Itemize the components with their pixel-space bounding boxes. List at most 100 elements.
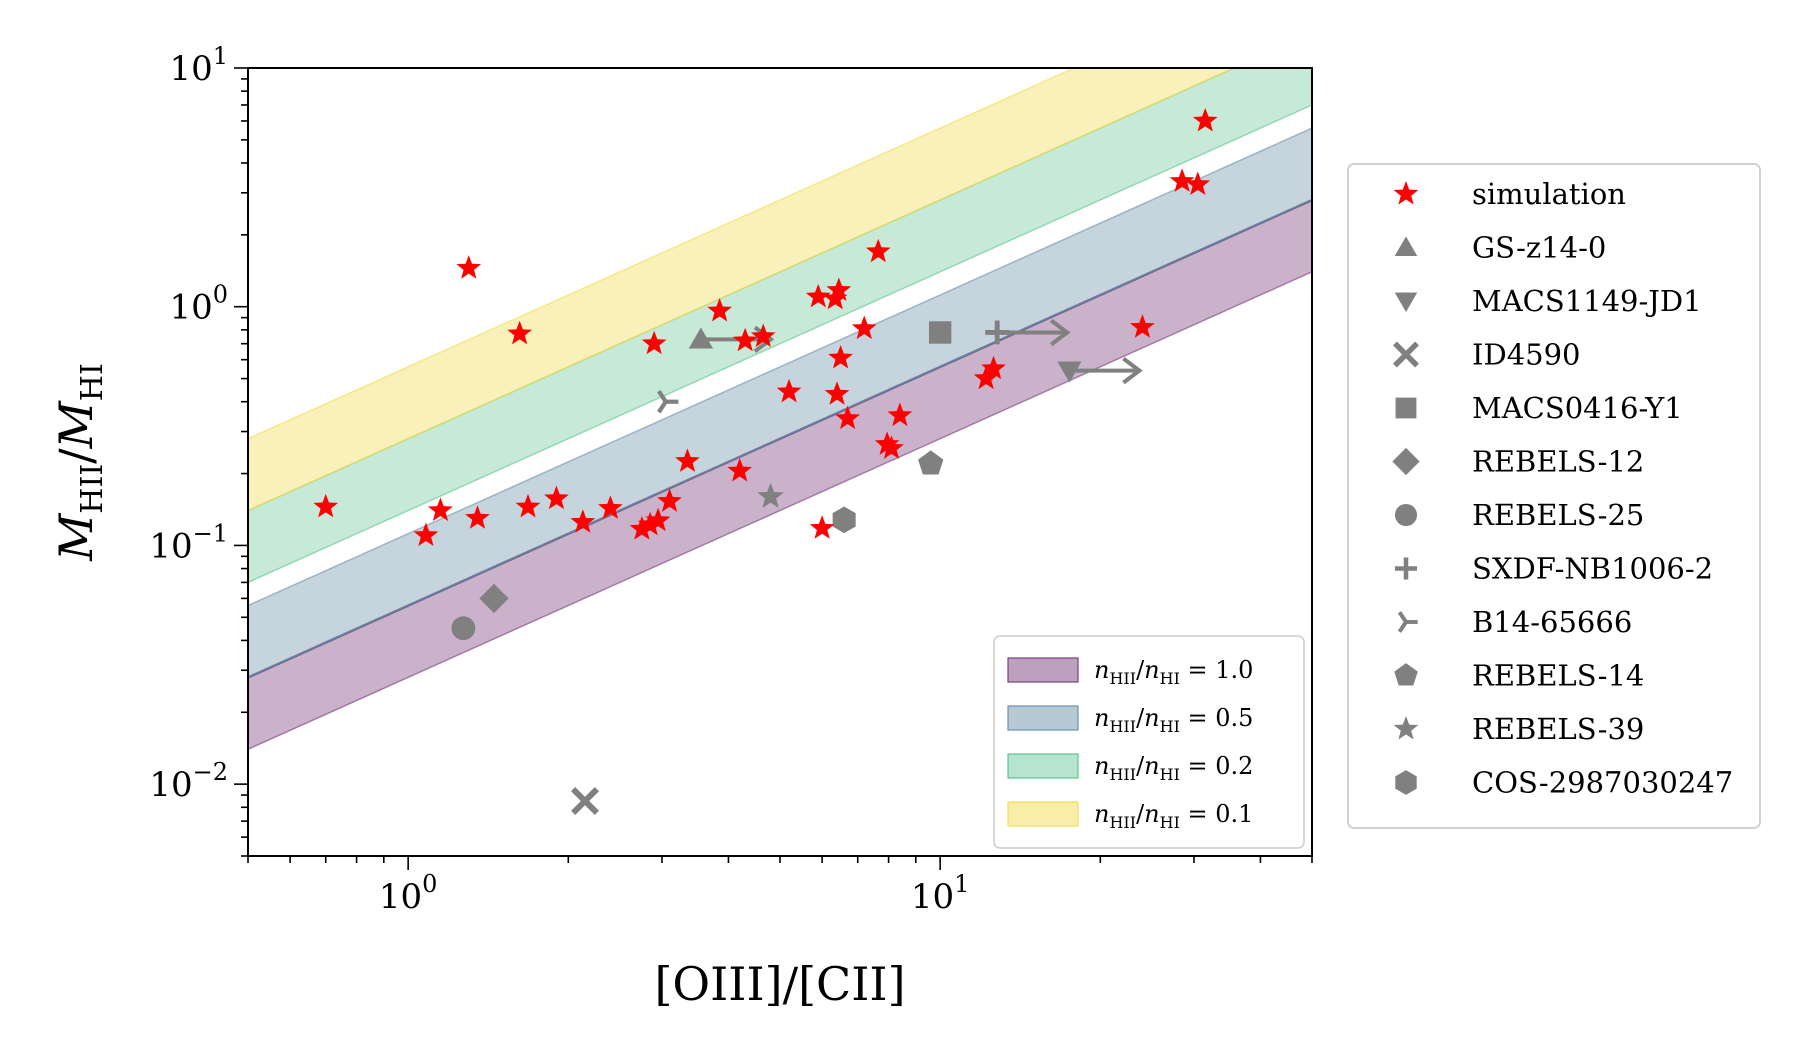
y-axis-title: MHII/MHI (49, 363, 110, 562)
obs-point-cos-2987030247 (832, 506, 856, 534)
y-tick-label: 100 (169, 281, 228, 328)
legend-label-rebels-39: REBELS-39 (1472, 712, 1644, 746)
y-axis-title-den-sub: HI (75, 363, 110, 401)
legend-label-sxdf-nb1006-2: SXDF-NB1006-2 (1472, 552, 1713, 586)
simulation-point (598, 495, 623, 519)
legend-label-macs1149-jd1: MACS1149-JD1 (1472, 284, 1702, 318)
legend-marker-cos-2987030247 (1395, 770, 1417, 795)
band-legend: nHII/nHI = 1.0 nHII/nHI = 0.5 nHII/nHI = 0… (993, 635, 1305, 849)
simulation-point (1169, 168, 1195, 192)
simulation-point (570, 509, 596, 533)
legend-marker-macs1149-jd1 (1394, 292, 1418, 313)
simulation-point (428, 497, 453, 522)
legend-marker-simulation (1393, 181, 1419, 205)
y-tick-label: 10−2 (149, 758, 228, 805)
legend-marker-rebels-39 (1393, 716, 1419, 740)
obs-point-b14-65666 (657, 390, 679, 414)
simulation-point (629, 516, 655, 540)
simulation-point (981, 355, 1006, 380)
simulation-point (544, 485, 569, 510)
simulation-point (851, 315, 877, 340)
y-axis-title-den: M (49, 399, 103, 449)
band-legend-frame (993, 635, 1305, 849)
simulation-point (750, 323, 776, 348)
simulation-point (887, 402, 913, 427)
simulation-point (465, 505, 490, 529)
simulation-point (413, 522, 439, 547)
obs-point-macs0416-y1 (928, 321, 952, 344)
simulation-point (657, 488, 682, 512)
arrow-head (1122, 356, 1143, 385)
obs-point-rebels-25 (451, 616, 476, 641)
legend-label-id4590: ID4590 (1472, 338, 1581, 372)
legend-marker-rebels-25 (1394, 503, 1418, 527)
legend-marker-id4590 (1393, 341, 1419, 368)
band-legend-label: nHII/nHI = 0.1 (1094, 800, 1253, 832)
simulation-point (776, 378, 802, 403)
legend-label-b14-65666: B14-65666 (1472, 605, 1632, 639)
arrow-head (1049, 318, 1071, 347)
simulation-point (879, 435, 904, 459)
simulation-point (826, 277, 852, 301)
obs-point-rebels-39 (757, 482, 784, 509)
arrow-head (753, 325, 775, 353)
simulation-point (1192, 107, 1218, 132)
points-layer (313, 107, 1218, 815)
band-legend-swatch (1007, 753, 1079, 779)
y-axis-title-num: M (49, 512, 103, 562)
legend-label-cos-2987030247: COS-2987030247 (1472, 766, 1733, 800)
obs-point-id4590 (571, 787, 599, 815)
legend-label-rebels-12: REBELS-12 (1472, 445, 1644, 479)
legend-marker-rebels-12 (1392, 447, 1420, 476)
simulation-point (507, 320, 532, 345)
simulation-point (828, 344, 853, 369)
x-tick-label: 101 (911, 870, 970, 917)
simulation-point (1185, 171, 1211, 196)
legend-marker-sxdf-nb1006-2 (1394, 557, 1418, 580)
band-legend-swatch (1007, 801, 1079, 827)
obs-point-macs1149-jd1 (1057, 361, 1082, 383)
simulation-point (515, 493, 541, 518)
simulation-point (824, 381, 850, 405)
simulation-point (641, 330, 667, 355)
obs-point-rebels-14 (918, 450, 944, 475)
band-layer (248, 68, 1312, 751)
simulation-point (874, 431, 900, 455)
simulation-point (727, 458, 753, 482)
legend-label-macs0416-y1: MACS0416-Y1 (1472, 391, 1683, 425)
simulation-point (313, 493, 339, 518)
obs-point-sxdf-nb1006-2 (985, 320, 1010, 345)
simulation-point (809, 515, 835, 539)
simulation-point (835, 405, 860, 430)
legend-label-gs-z14-0: GS-z14-0 (1472, 231, 1606, 265)
legend-marker-macs0416-y1 (1395, 397, 1417, 419)
marker-legend: simulation GS-z14-0 MACS1149-JD1 ID4590 MACS… (1347, 163, 1761, 829)
legend-label-rebels-14: REBELS-14 (1472, 659, 1644, 693)
band-legend-label: nHII/nHI = 0.5 (1094, 704, 1253, 736)
simulation-point (456, 255, 482, 279)
simulation-point (865, 238, 891, 263)
band-ratio-2 (248, 68, 1312, 584)
band-legend-swatch (1007, 705, 1079, 731)
simulation-point (973, 365, 999, 390)
band-ratio-0 (248, 199, 1312, 751)
band-ratio-3 (248, 68, 1237, 512)
band-legend-label: nHII/nHI = 0.2 (1094, 752, 1253, 784)
legend-marker-gs-z14-0 (1394, 236, 1418, 256)
simulation-point (707, 297, 732, 322)
simulation-point (637, 511, 663, 536)
simulation-point (805, 283, 831, 308)
y-axis-title-num-sub: HII (75, 464, 110, 514)
legend-marker-rebels-14 (1394, 663, 1418, 686)
simulation-point (675, 448, 700, 472)
legend-label-rebels-25: REBELS-25 (1472, 498, 1644, 532)
obs-point-rebels-12 (479, 583, 509, 614)
x-tick-label: 100 (379, 870, 438, 917)
simulation-point (645, 507, 671, 532)
marker-legend-frame (1347, 163, 1761, 829)
band-legend-swatch (1007, 657, 1079, 683)
x-axis-title: [OIII]/[CII] (654, 957, 905, 1011)
legend-label-simulation: simulation (1472, 177, 1626, 211)
axes: 100 101 10−2 10−1 100 101 (149, 42, 1313, 917)
